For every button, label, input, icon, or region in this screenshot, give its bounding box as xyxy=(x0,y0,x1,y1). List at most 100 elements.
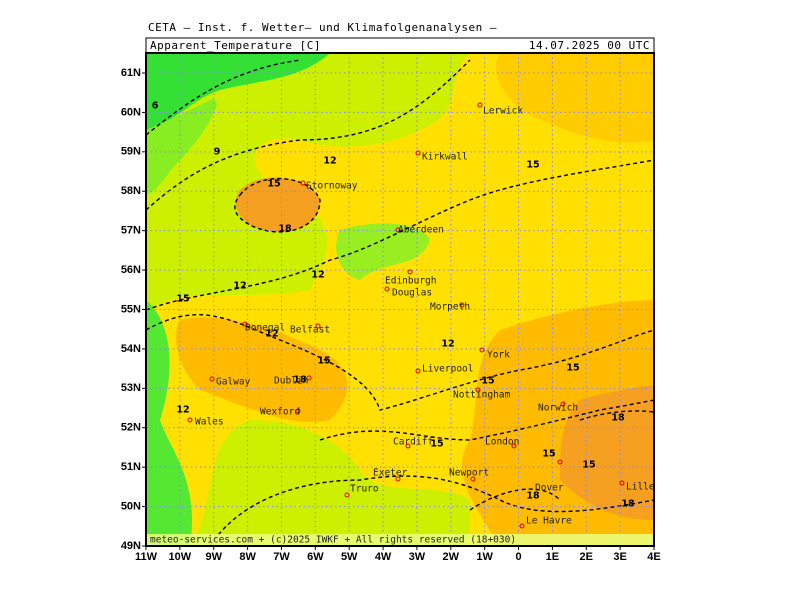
field-warm xyxy=(235,177,320,232)
contour-label: 15 xyxy=(526,160,539,171)
lat-label: 53N xyxy=(121,382,141,394)
contour-label: 12 xyxy=(311,270,324,281)
city-marker xyxy=(619,480,625,486)
city-label: Wales xyxy=(195,417,224,428)
lat-label: 51N xyxy=(121,461,141,473)
contour-label: 6 xyxy=(152,101,159,112)
lon-label: 2E xyxy=(580,551,593,563)
city-marker xyxy=(315,323,321,329)
city-label: Morpeth xyxy=(430,302,470,313)
city-marker xyxy=(560,401,566,407)
contour-label: 12 xyxy=(441,339,454,350)
city-label: Exeter xyxy=(373,468,408,479)
lat-label: 57N xyxy=(121,225,141,237)
city-label: Liverpool xyxy=(422,364,473,375)
lat-label: 58N xyxy=(121,185,141,197)
lon-label: 0 xyxy=(515,551,521,563)
footer-credit: meteo-services.com + (c)2025 IWKF + All … xyxy=(150,535,516,546)
lat-label: 49N xyxy=(121,540,141,552)
footer-strip xyxy=(146,534,654,546)
contour-label: 12 xyxy=(323,156,336,167)
city-label: Galway xyxy=(216,377,251,388)
city-marker xyxy=(300,180,306,186)
city-label: Cardiff xyxy=(393,437,433,448)
city-label: Lille xyxy=(626,482,655,493)
lon-label: 8W xyxy=(239,551,256,563)
city-label: Newport xyxy=(449,468,489,479)
city-label: Le Havre xyxy=(526,516,572,527)
city-label: Dover xyxy=(535,483,564,494)
lon-label: 1E xyxy=(546,551,559,563)
field-cool xyxy=(146,53,470,310)
contour-label: 18 xyxy=(621,499,635,510)
field-cool xyxy=(190,420,470,546)
city-marker xyxy=(384,286,390,292)
graticule xyxy=(146,53,654,546)
city-label: Kirkwall xyxy=(422,152,468,163)
field-cold xyxy=(146,300,193,546)
contour-label: 15 xyxy=(542,449,555,460)
contour-label: 15 xyxy=(176,294,189,305)
city-marker xyxy=(459,302,465,308)
city-label: Norwich xyxy=(538,403,578,414)
contour xyxy=(469,410,654,511)
map-field: meteo-services.com + (c)2025 IWKF + All … xyxy=(146,53,654,546)
city-label: London xyxy=(485,437,519,448)
contour xyxy=(146,314,654,411)
contour xyxy=(234,177,321,233)
lon-label: 3W xyxy=(409,551,426,563)
contour-label: 12 xyxy=(233,281,246,292)
lon-label: 4E xyxy=(647,551,660,563)
city-marker xyxy=(477,102,483,108)
lon-label: 5W xyxy=(341,551,358,563)
lon-label: 6W xyxy=(307,551,324,563)
map-frame xyxy=(145,52,655,547)
axis-labels: 11W 10W 9W 8W 7W 6W 5W 4W 3W 2W 1W 0 1E 2E 3E 4E 61N 60N 5… xyxy=(121,67,661,563)
contour-label: 15 xyxy=(267,179,280,190)
city-marker xyxy=(295,408,301,414)
valid-time: 14.07.2025 00 UTC xyxy=(529,39,650,52)
contour xyxy=(146,59,471,211)
contour-label: 15 xyxy=(481,376,494,387)
city-label: Douglas xyxy=(392,288,432,299)
city-marker xyxy=(470,476,476,482)
field-warm xyxy=(496,53,654,143)
contour-label: 18 xyxy=(611,413,625,424)
contour-label: 15 xyxy=(430,439,443,450)
city-marker xyxy=(306,375,312,381)
lon-label: 9W xyxy=(205,551,222,563)
city-label: Donegal xyxy=(245,323,285,334)
city-label: Stornoway xyxy=(306,181,358,192)
city-label: York xyxy=(487,350,510,361)
lat-label: 52N xyxy=(121,422,141,434)
city-marker xyxy=(511,443,517,449)
contour-label-layer: 6 9 12 15 18 12 12 15 12 15 18 12 15 15 18 15 12 15 15 18 18… xyxy=(152,101,635,510)
lat-label: 55N xyxy=(121,303,141,315)
city-label: Wexford xyxy=(260,407,300,418)
lon-label: 3E xyxy=(613,551,626,563)
lon-label: 10W xyxy=(169,551,192,563)
city-marker xyxy=(242,321,248,327)
city-marker xyxy=(407,269,413,275)
contour-label: 12 xyxy=(176,405,189,416)
lat-label: 56N xyxy=(121,264,141,276)
lon-label: 1W xyxy=(476,551,493,563)
contour-label: 12 xyxy=(265,329,278,340)
city-label: Dublin xyxy=(274,376,308,387)
city-label: Edinburgh xyxy=(385,276,436,287)
city-marker xyxy=(475,387,481,393)
lat-label: 54N xyxy=(121,343,141,355)
city-marker xyxy=(479,347,485,353)
city-marker xyxy=(344,492,350,498)
contour-label: 18 xyxy=(526,491,540,502)
contour xyxy=(146,159,654,311)
lon-label: 4W xyxy=(375,551,392,563)
contour xyxy=(146,59,301,136)
city-label: Truro xyxy=(350,484,379,495)
city-marker xyxy=(557,459,563,465)
city-label: Lerwick xyxy=(483,106,523,117)
city-layer: Lerwick Kirkwall Stornoway Aberdeen Edinburg… xyxy=(187,102,655,529)
city-label: Aberdeen xyxy=(398,225,444,236)
city-marker xyxy=(415,368,421,374)
